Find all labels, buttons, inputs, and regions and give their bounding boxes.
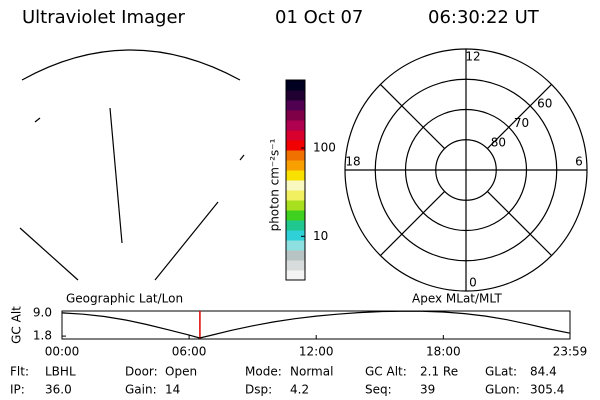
info-label: Mode: xyxy=(245,365,282,379)
x-tick-label: 18:00 xyxy=(426,345,461,359)
left-label: Geographic Lat/Lon xyxy=(66,292,183,306)
grid-line xyxy=(34,117,41,123)
info-value: 84.4 xyxy=(530,365,557,379)
y-tick-label: 9.0 xyxy=(33,305,52,319)
colorbar-segment xyxy=(286,250,305,261)
mlt-line xyxy=(486,84,552,150)
mlt-line xyxy=(380,190,446,256)
mlt-label: 18 xyxy=(345,155,360,169)
colorbar-segment xyxy=(286,80,305,91)
x-tick-label: 00:00 xyxy=(45,345,80,359)
colorbar-segment xyxy=(286,210,305,221)
colorbar-segment xyxy=(286,150,305,161)
colorbar-segment xyxy=(286,160,305,171)
mlt-label: 12 xyxy=(465,50,480,64)
grid-arc xyxy=(21,49,241,81)
right-label: Apex MLat/MLT xyxy=(412,292,502,306)
colorbar-segment xyxy=(286,120,305,131)
y-tick-label: 1.8 xyxy=(33,329,52,343)
info-value: 305.4 xyxy=(530,383,564,397)
lat-label: 80 xyxy=(491,135,506,149)
colorbar-segment xyxy=(286,230,305,241)
y-axis-label: GC Alt xyxy=(10,306,24,344)
colorbar-segment xyxy=(286,240,305,251)
colorbar-segment xyxy=(286,170,305,181)
colorbar-tick-label: 10 xyxy=(313,229,328,243)
colorbar-tick-label: 100 xyxy=(313,141,336,155)
time: 06:30:22 UT xyxy=(428,7,540,28)
grid-line xyxy=(109,107,123,244)
x-tick-label: 23:59 xyxy=(553,345,588,359)
colorbar-segment xyxy=(286,260,305,271)
altitude-line xyxy=(61,310,571,339)
colorbar-segment xyxy=(286,270,305,281)
colorbar-frame xyxy=(285,79,306,281)
orbit-frame xyxy=(61,310,571,340)
info-label: GLat: xyxy=(485,365,517,379)
mlt-label: 0 xyxy=(469,276,477,290)
lat-label: 70 xyxy=(514,116,529,130)
info-value: 39 xyxy=(420,383,435,397)
title: Ultraviolet Imager xyxy=(22,7,186,28)
x-tick-label: 06:00 xyxy=(172,345,207,359)
date: 01 Oct 07 xyxy=(275,7,363,28)
mlt-line xyxy=(486,190,552,256)
info-value: LBHL xyxy=(45,365,76,379)
colorbar-segment xyxy=(286,140,305,151)
colorbar-segment xyxy=(286,220,305,231)
info-label: GLon: xyxy=(485,383,520,397)
info-value: 4.2 xyxy=(290,383,309,397)
colorbar-segment xyxy=(286,90,305,101)
colorbar-segment xyxy=(286,190,305,201)
colorbar-segment xyxy=(286,100,305,111)
info-value: 36.0 xyxy=(45,383,72,397)
geographic-grid xyxy=(19,49,245,281)
grid-line xyxy=(239,154,245,161)
info-label: Gain: xyxy=(125,383,157,397)
info-value: 14 xyxy=(165,383,180,397)
grid-line xyxy=(19,227,79,281)
info-label: Flt: xyxy=(10,365,29,379)
info-value: Normal xyxy=(290,365,333,379)
info-label: Door: xyxy=(125,365,158,379)
mlt-label: 6 xyxy=(575,155,583,169)
info-label: IP: xyxy=(10,383,25,397)
lat-label: 60 xyxy=(537,96,552,110)
mlt-line xyxy=(380,84,446,150)
x-tick-label: 12:00 xyxy=(299,345,334,359)
colorbar-segment xyxy=(286,200,305,211)
colorbar-segment xyxy=(286,180,305,191)
grid-line xyxy=(154,201,219,281)
colorbar-label: photon cm⁻²s⁻¹ xyxy=(268,138,282,231)
colorbar-segment xyxy=(286,130,305,141)
info-label: Seq: xyxy=(365,383,392,397)
info-value: 2.1 Re xyxy=(420,365,458,379)
colorbar-segment xyxy=(286,110,305,121)
info-label: GC Alt: xyxy=(365,365,407,379)
info-label: Dsp: xyxy=(245,383,272,397)
info-value: Open xyxy=(165,365,197,379)
